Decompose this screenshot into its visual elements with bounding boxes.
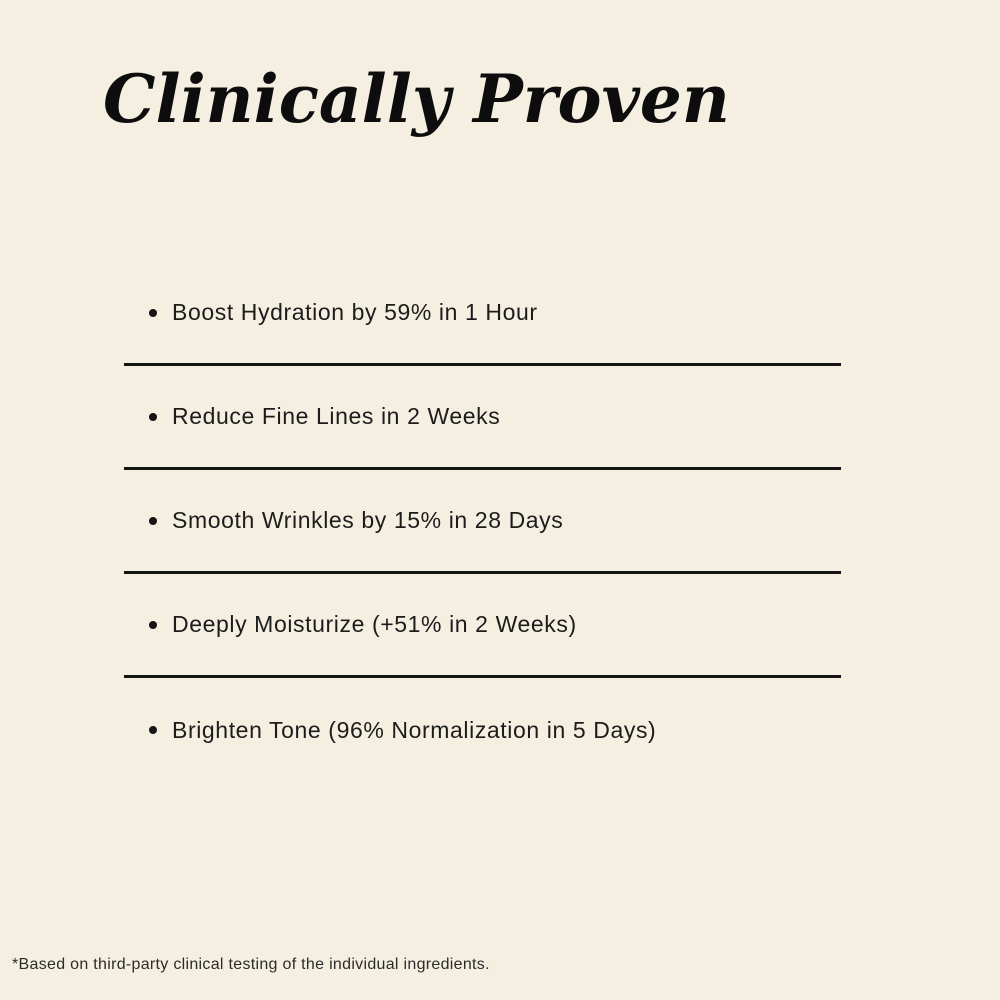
bullet-icon — [149, 620, 157, 629]
bullet-icon — [149, 308, 157, 317]
page-title: Clinically Proven — [103, 60, 730, 138]
benefits-list: Boost Hydration by 59% in 1 Hour Reduce … — [124, 262, 841, 782]
list-item-text: Reduce Fine Lines in 2 Weeks — [172, 403, 501, 429]
list-item-text: Brighten Tone (96% Normalization in 5 Da… — [172, 716, 657, 743]
list-item-text: Boost Hydration by 59% in 1 Hour — [172, 299, 538, 325]
list-item: Deeply Moisturize (+51% in 2 Weeks) — [124, 574, 841, 678]
list-item: Reduce Fine Lines in 2 Weeks — [124, 366, 841, 470]
list-item: Smooth Wrinkles by 15% in 28 Days — [124, 470, 841, 574]
bullet-icon — [149, 412, 157, 421]
footnote: *Based on third-party clinical testing o… — [12, 956, 490, 973]
list-item: Boost Hydration by 59% in 1 Hour — [124, 262, 841, 366]
list-item-text: Deeply Moisturize (+51% in 2 Weeks) — [172, 611, 577, 637]
bullet-icon — [149, 726, 157, 734]
list-item-text: Smooth Wrinkles by 15% in 28 Days — [172, 507, 564, 533]
list-item: Brighten Tone (96% Normalization in 5 Da… — [124, 678, 841, 782]
bullet-icon — [149, 516, 157, 525]
